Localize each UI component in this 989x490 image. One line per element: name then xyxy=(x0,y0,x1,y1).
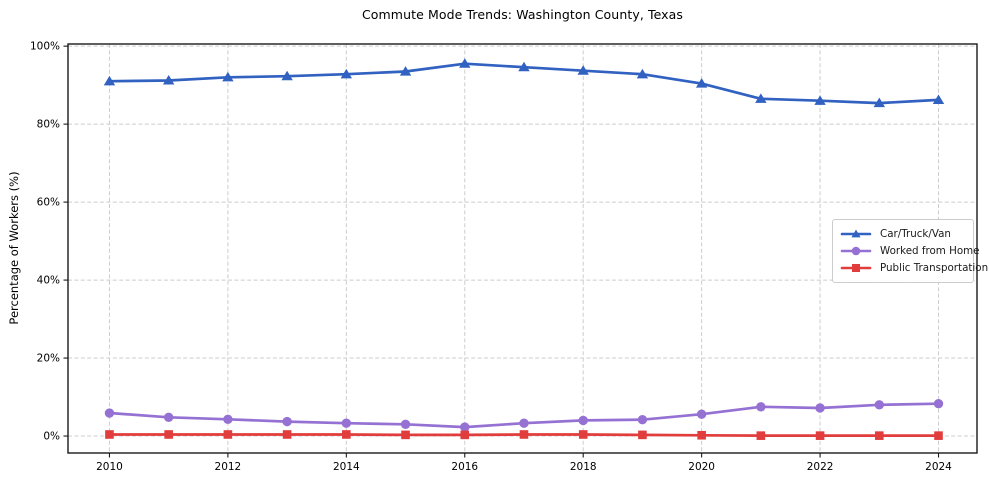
legend: Car/Truck/Van Worked from Home Public Tr… xyxy=(832,219,988,283)
svg-text:80%: 80% xyxy=(37,119,60,131)
series-1 xyxy=(104,398,944,432)
svg-text:2012: 2012 xyxy=(215,461,242,473)
svg-text:2016: 2016 xyxy=(451,461,478,473)
legend-item-worked-from-home: Worked from Home xyxy=(840,243,980,259)
plot-frame xyxy=(67,43,978,454)
svg-text:2010: 2010 xyxy=(96,461,123,473)
svg-text:0%: 0% xyxy=(43,431,60,443)
chart-title: Commute Mode Trends: Washington County, … xyxy=(361,7,684,22)
legend-label: Car/Truck/Van xyxy=(880,228,951,240)
svg-text:2020: 2020 xyxy=(688,461,715,473)
svg-text:2024: 2024 xyxy=(925,461,952,473)
legend-label: Worked from Home xyxy=(880,245,980,257)
legend-item-public-transportation: Public Transportation xyxy=(840,260,988,276)
svg-text:20%: 20% xyxy=(37,353,60,365)
series-2 xyxy=(105,430,943,440)
axis-ticks xyxy=(63,45,940,458)
public-transportation-legend-marker-icon xyxy=(840,264,872,272)
car-truck-van-legend-marker-icon xyxy=(840,229,872,238)
legend-item-car-truck-van: Car/Truck/Van xyxy=(840,226,966,242)
svg-text:2018: 2018 xyxy=(570,461,597,473)
legend-label: Public Transportation xyxy=(880,262,989,274)
svg-text:2022: 2022 xyxy=(807,461,834,473)
svg-text:40%: 40% xyxy=(37,275,60,287)
svg-text:2014: 2014 xyxy=(333,461,360,473)
svg-text:100%: 100% xyxy=(30,41,60,53)
axis-tick-labels: 0% 20% 40% 60% 80% 100% 2010 2012 2014 2016 2018 20… xyxy=(30,41,952,473)
svg-text:60%: 60% xyxy=(37,197,60,209)
worked-from-home-legend-marker-icon xyxy=(840,246,872,256)
series-0 xyxy=(103,58,945,108)
